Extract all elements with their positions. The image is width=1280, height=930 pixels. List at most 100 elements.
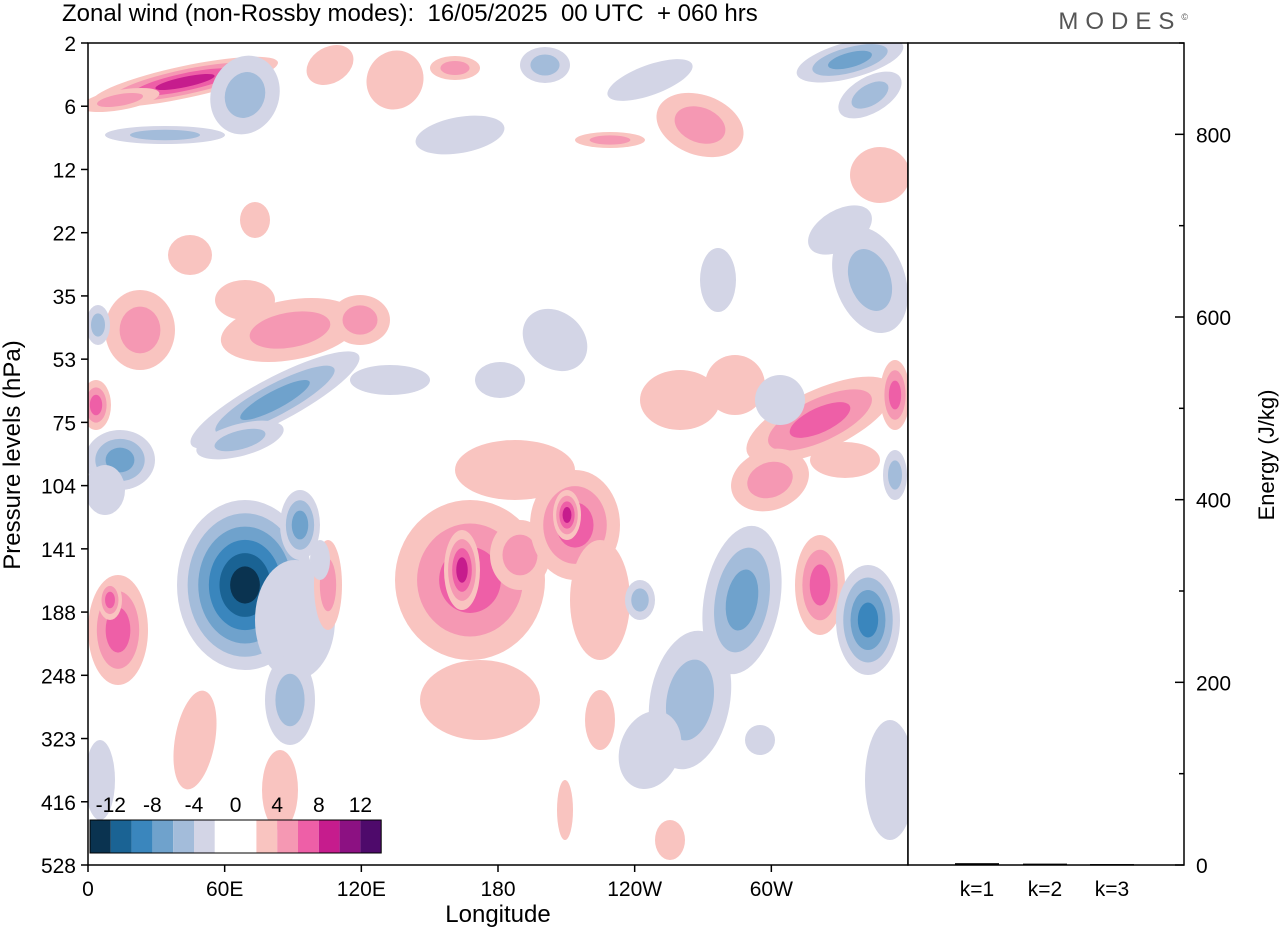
positive-contour <box>456 557 468 583</box>
y-tick-label: 416 <box>41 792 76 815</box>
negative-contour <box>230 566 260 604</box>
positive-contour <box>173 690 217 790</box>
chart-title: Zonal wind (non-Rossby modes): 16/05/202… <box>62 0 758 27</box>
positive-contour <box>306 45 354 85</box>
colorbar-swatch <box>298 820 319 853</box>
negative-contour <box>857 602 879 638</box>
negative-contour <box>888 460 902 490</box>
negative-contour <box>310 540 330 580</box>
colorbar-label: 12 <box>349 794 372 817</box>
y-tick-label: 248 <box>41 665 76 688</box>
positive-contour <box>570 540 630 660</box>
colorbar-legend: -12 -8 -4 0 4 8 12 <box>89 794 382 854</box>
positive-contour <box>455 440 575 500</box>
positive-contour <box>168 235 212 275</box>
negative-contour <box>91 313 105 337</box>
energy-bar <box>1090 864 1134 866</box>
y-axis: 2 6 12 22 35 53 75 104 141 188 248 323 416 528 <box>41 33 88 878</box>
colorbar-label: -12 <box>96 794 126 817</box>
energy-category-label: k=3 <box>1095 878 1129 901</box>
y-tick-label: 22 <box>53 223 76 246</box>
positive-contour <box>674 106 726 144</box>
colorbar-frame <box>89 819 382 854</box>
negative-contour <box>618 711 682 789</box>
negative-contour <box>105 447 135 473</box>
positive-contour <box>747 461 793 499</box>
colorbar-label: 8 <box>313 794 325 817</box>
positive-contour <box>888 380 902 410</box>
y-tick-label: 323 <box>41 729 76 752</box>
energy-category-label: k=1 <box>960 878 994 901</box>
negative-contour <box>530 54 560 76</box>
colorbar-swatch <box>152 820 174 853</box>
positive-contour <box>502 534 538 576</box>
negative-contour <box>755 375 805 425</box>
colorbar-swatch <box>214 820 236 853</box>
x-tick-label: 60E <box>206 878 243 901</box>
x-axis: 0 60E 120E 180 120W 60W <box>82 865 793 901</box>
contour-field <box>88 43 908 860</box>
energy-axis-label: Energy (J/kg) <box>1254 390 1279 521</box>
y-tick-label: 6 <box>64 96 76 119</box>
logo-text: MODES <box>1058 8 1182 35</box>
positive-contour <box>705 355 765 415</box>
y-tick-label: 188 <box>41 602 76 625</box>
colorbar-label: 0 <box>230 794 242 817</box>
negative-contour <box>224 72 266 118</box>
negative-contour <box>847 249 893 311</box>
colorbar-swatch <box>360 820 382 853</box>
energy-bars: k=1 k=2 k=3 <box>955 863 1134 901</box>
colorbar-swatch <box>277 820 298 853</box>
positive-contour <box>789 402 851 438</box>
negative-contour <box>725 569 759 631</box>
positive-contour <box>366 50 424 110</box>
logo-mark: © <box>1181 12 1188 22</box>
colorbar-swatch <box>90 820 111 853</box>
y-axis-label: Pressure levels (hPa) <box>0 340 26 569</box>
negative-contour <box>475 362 525 398</box>
energy-panel: 0 200 400 600 800 k=1 k=2 k=3 Energy (J/kg) <box>907 42 1279 901</box>
positive-contour <box>440 61 470 75</box>
y-tick-label: 528 <box>41 855 76 878</box>
energy-tick-label: 400 <box>1196 490 1231 513</box>
y-tick-label: 141 <box>41 539 76 562</box>
negative-contour <box>214 428 266 452</box>
negative-contour <box>607 59 693 101</box>
colorbar-label: 4 <box>271 794 283 817</box>
negative-contour <box>665 659 715 741</box>
y-tick-label: 53 <box>53 349 76 372</box>
negative-contour <box>700 248 736 312</box>
negative-contour <box>275 673 305 727</box>
positive-contour <box>810 442 880 478</box>
positive-contour <box>96 92 144 108</box>
positive-contour <box>640 370 720 430</box>
energy-tick-label: 200 <box>1196 672 1231 695</box>
negative-contour <box>631 588 649 612</box>
positive-contour <box>589 135 631 145</box>
energy-frame <box>907 42 1185 866</box>
positive-contour <box>262 750 298 830</box>
positive-contour <box>850 147 908 203</box>
negative-contour <box>415 115 505 155</box>
y-tick-label: 104 <box>41 476 76 499</box>
x-axis-label: Longitude <box>445 901 550 928</box>
positive-contour <box>557 780 573 840</box>
colorbar-swatch <box>110 820 132 853</box>
colorbar-label: -8 <box>143 794 162 817</box>
y-tick-label: 2 <box>64 33 76 56</box>
negative-contour <box>291 510 309 540</box>
negative-contour <box>865 720 908 840</box>
positive-contour <box>240 202 270 238</box>
negative-contour <box>745 725 775 755</box>
negative-contour <box>851 81 889 109</box>
x-tick-label: 60W <box>750 878 793 901</box>
energy-tick-label: 0 <box>1196 855 1208 878</box>
colorbar-swatch <box>318 820 340 853</box>
negative-contour <box>828 50 872 70</box>
positive-contour <box>420 660 540 740</box>
energy-tick-label: 600 <box>1196 307 1231 330</box>
energy-bar <box>1023 863 1067 866</box>
positive-contour <box>562 507 572 523</box>
negative-contour <box>522 308 588 372</box>
